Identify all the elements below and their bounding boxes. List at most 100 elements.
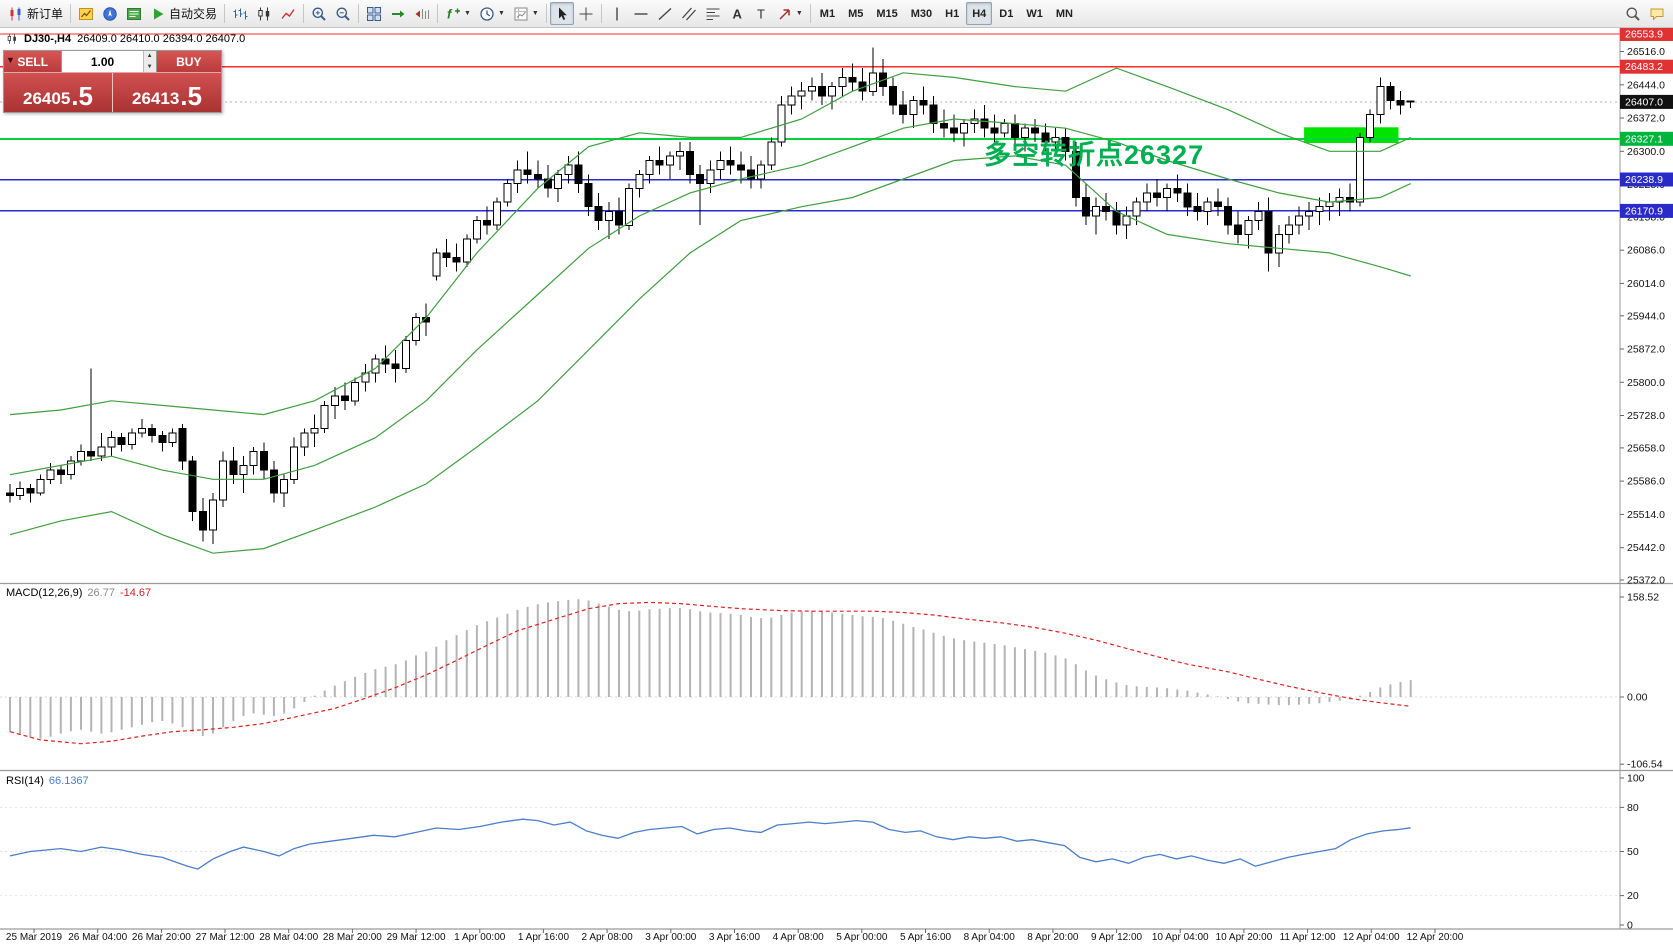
buy-button[interactable]: BUY [156, 51, 222, 72]
pivot-annotation-text: 多空转折点26327 [984, 140, 1205, 170]
timeframe-M5[interactable]: M5 [842, 2, 869, 25]
text-button[interactable]: A [725, 2, 749, 25]
price-badge [1620, 203, 1673, 218]
panel-collapse-icon[interactable]: ▼ [6, 55, 15, 65]
chart-shift-button[interactable] [410, 2, 434, 25]
timeframe-M30[interactable]: M30 [905, 2, 938, 25]
macd-axis-label: 0.00 [1627, 692, 1648, 704]
timeframe-H4[interactable]: H4 [966, 2, 993, 25]
rsi-axis-label: 50 [1627, 846, 1639, 858]
chart-shift-icon [415, 8, 430, 19]
horizontal-line-button[interactable] [629, 2, 653, 25]
chat-button[interactable] [1645, 2, 1669, 25]
text-label-button[interactable]: T [749, 2, 773, 25]
buy-price-int: 26413 [132, 89, 180, 108]
time-label: 2 Apr 08:00 [581, 932, 633, 943]
navigator-button[interactable] [98, 2, 122, 25]
sell-button[interactable]: ▼ SELL [4, 51, 62, 72]
toolbar-separator [600, 4, 602, 23]
price-axis-label: 26444.0 [1627, 79, 1665, 91]
timeframe-M15[interactable]: M15 [870, 2, 903, 25]
macd-indicator-label: MACD(12,26,9) 26.77 -14.67 [6, 587, 152, 599]
cursor-button[interactable] [549, 2, 574, 25]
arrows-button[interactable]: ▼ [773, 2, 807, 25]
sell-price-button[interactable]: 26405 .5 [4, 73, 112, 112]
buy-label: BUY [176, 54, 202, 69]
new-order-button[interactable]: 新订单 [4, 2, 67, 25]
auto-scroll-icon [392, 10, 405, 17]
periods-button[interactable]: ▼ [475, 2, 509, 25]
symbol-ohlc-line: DJ30-,H4 26409.0 26410.0 26394.0 26407.0 [6, 33, 245, 45]
bollinger-lower-band [9, 155, 1411, 554]
chevron-down-icon: ▼ [464, 10, 471, 17]
svg-text:A: A [732, 6, 742, 21]
line-chart-button[interactable] [276, 2, 300, 25]
cursor-icon [558, 7, 567, 20]
bar-chart-button[interactable] [228, 2, 252, 25]
autotrading-label: 自动交易 [169, 7, 218, 21]
price-badge [1620, 94, 1673, 109]
fibonacci-icon [706, 8, 720, 20]
templates-button[interactable]: ▼ [509, 2, 543, 25]
chat-icon [1650, 8, 1664, 21]
price-badge-label: 26407.0 [1625, 96, 1663, 108]
trendline-button[interactable] [653, 2, 677, 25]
macd-name: MACD(12,26,9) [6, 587, 83, 599]
toolbar-separator [809, 4, 811, 23]
level-lines [0, 33, 1620, 212]
time-label: 8 Apr 04:00 [963, 932, 1015, 943]
one-click-trading-panel: ▼ SELL ▲ ▼ BUY 26405 .5 26413 .5 [3, 50, 222, 113]
price-badge [1620, 59, 1673, 74]
timeframe-H1[interactable]: H1 [939, 2, 965, 25]
zoom-out-icon [336, 7, 350, 21]
terminal-button[interactable] [122, 2, 146, 25]
volume-down-button[interactable]: ▼ [143, 61, 156, 72]
time-label: 28 Mar 04:00 [259, 932, 319, 943]
tile-windows-button[interactable] [362, 2, 386, 25]
rsi-axis-label: 100 [1627, 773, 1645, 785]
auto-scroll-button[interactable] [386, 2, 410, 25]
autotrading-button[interactable]: 自动交易 [146, 2, 221, 25]
vertical-line-icon [616, 7, 618, 20]
buy-price-button[interactable]: 26413 .5 [112, 73, 221, 112]
crosshair-button[interactable] [574, 2, 598, 25]
sell-price-int: 26405 [23, 89, 71, 108]
price-axis-label: 26372.0 [1627, 113, 1665, 125]
zoom-out-button[interactable] [331, 2, 355, 25]
time-label: 3 Apr 00:00 [645, 932, 697, 943]
fibonacci-button[interactable] [701, 2, 725, 25]
price-badge [1620, 131, 1673, 146]
candlestick-chart-button[interactable] [252, 2, 276, 25]
time-label: 5 Apr 00:00 [836, 932, 888, 943]
search-button[interactable] [1621, 2, 1645, 25]
buy-price-dec: .5 [180, 81, 202, 112]
price-axis[interactable]: 26516.026444.026372.026300.026228.026158… [1620, 27, 1673, 932]
rsi-axis-label: 0 [1627, 920, 1633, 932]
bollinger-upper-band [9, 67, 1411, 416]
timeframe-D1[interactable]: D1 [993, 2, 1019, 25]
timeframe-MN[interactable]: MN [1050, 2, 1079, 25]
market-watch-button[interactable] [74, 2, 98, 25]
toolbar-separator [224, 4, 226, 23]
channel-button[interactable] [677, 2, 701, 25]
clock-icon [480, 6, 494, 21]
rsi-value: 66.1367 [48, 775, 89, 787]
timeframe-W1[interactable]: W1 [1020, 2, 1049, 25]
volume-input[interactable] [62, 51, 143, 72]
timeframe-M1[interactable]: M1 [814, 2, 841, 25]
indicators-icon: f [447, 6, 461, 21]
toolbar-separator [303, 4, 305, 23]
zoom-in-button[interactable] [307, 2, 331, 25]
time-axis[interactable]: 25 Mar 2019 26 Mar 04:00 26 Mar 20:00 27 Ma… [0, 929, 1673, 946]
indicators-button[interactable]: f ▼ [441, 2, 475, 25]
tile-windows-icon [367, 6, 382, 21]
volume-up-button[interactable]: ▲ [143, 51, 156, 62]
new-order-label: 新订单 [27, 7, 64, 21]
crosshair-icon [579, 7, 593, 20]
rsi-axis-label: 80 [1627, 802, 1639, 814]
navigator-icon [103, 6, 117, 21]
toolbar-separator [70, 4, 72, 23]
vertical-line-button[interactable] [605, 2, 629, 25]
toolbar-separator [437, 4, 439, 23]
